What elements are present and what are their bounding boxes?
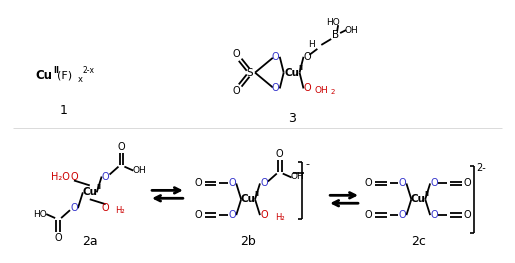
Text: O: O bbox=[431, 210, 438, 220]
Text: O: O bbox=[229, 179, 236, 189]
Text: HO: HO bbox=[33, 210, 47, 219]
Text: O: O bbox=[304, 52, 311, 62]
Text: II: II bbox=[298, 65, 303, 71]
Text: II: II bbox=[254, 191, 260, 197]
Text: H₂: H₂ bbox=[115, 206, 124, 215]
Text: OH: OH bbox=[315, 86, 328, 95]
Text: O: O bbox=[232, 49, 240, 59]
Text: O: O bbox=[365, 179, 373, 189]
Text: S: S bbox=[247, 68, 253, 78]
Text: O: O bbox=[102, 171, 109, 181]
Text: O: O bbox=[464, 179, 472, 189]
Text: Cu: Cu bbox=[284, 68, 299, 78]
Text: 2c: 2c bbox=[411, 235, 426, 248]
Text: 2a: 2a bbox=[82, 235, 98, 248]
Text: H₂O: H₂O bbox=[50, 171, 70, 181]
Text: OH: OH bbox=[344, 26, 358, 34]
Text: Cu: Cu bbox=[36, 69, 53, 82]
Text: II: II bbox=[96, 184, 101, 190]
Text: Cu: Cu bbox=[411, 194, 426, 204]
Text: Cu: Cu bbox=[241, 194, 255, 204]
Text: 2-x: 2-x bbox=[83, 66, 95, 75]
Text: O: O bbox=[54, 233, 62, 243]
Text: x: x bbox=[77, 75, 82, 84]
Text: -: - bbox=[305, 159, 310, 169]
Text: (F): (F) bbox=[58, 70, 73, 80]
Text: 1: 1 bbox=[60, 104, 68, 117]
Text: O: O bbox=[365, 210, 373, 220]
Text: O: O bbox=[195, 210, 202, 220]
Text: 2b: 2b bbox=[240, 235, 256, 248]
Text: O: O bbox=[70, 171, 78, 181]
Text: B: B bbox=[332, 30, 339, 40]
Text: O: O bbox=[431, 179, 438, 189]
Text: O: O bbox=[464, 210, 472, 220]
Text: O: O bbox=[232, 87, 240, 97]
Text: 2-: 2- bbox=[477, 163, 487, 173]
Text: O: O bbox=[399, 210, 406, 220]
Text: II: II bbox=[425, 191, 430, 197]
Text: 3: 3 bbox=[288, 112, 296, 125]
Text: O: O bbox=[70, 203, 78, 213]
Text: H₂: H₂ bbox=[275, 213, 285, 222]
Text: O: O bbox=[195, 179, 202, 189]
Text: HO: HO bbox=[327, 18, 340, 27]
Text: H: H bbox=[308, 41, 315, 49]
Text: 2: 2 bbox=[331, 89, 335, 95]
Text: O: O bbox=[260, 210, 268, 220]
Text: Cu: Cu bbox=[82, 187, 97, 197]
Text: O: O bbox=[272, 52, 280, 62]
Text: O: O bbox=[304, 83, 311, 93]
Text: O: O bbox=[102, 203, 109, 213]
Text: OH: OH bbox=[132, 166, 146, 175]
Text: O: O bbox=[276, 149, 284, 159]
Text: OH: OH bbox=[290, 172, 304, 181]
Text: O: O bbox=[229, 210, 236, 220]
Text: II: II bbox=[53, 66, 59, 75]
Text: O: O bbox=[117, 142, 125, 152]
Text: O: O bbox=[272, 83, 280, 93]
Text: O: O bbox=[399, 179, 406, 189]
Text: O: O bbox=[260, 179, 268, 189]
